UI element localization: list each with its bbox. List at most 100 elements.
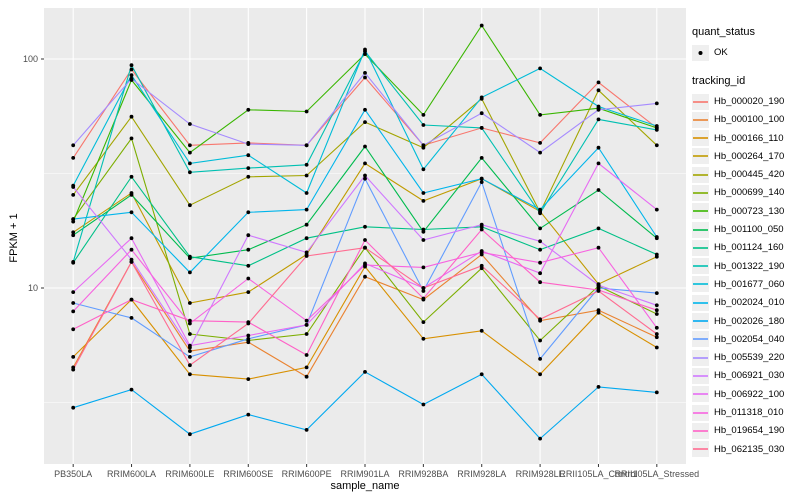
x-tick-label: RRIM901LA [340, 469, 389, 479]
data-point [538, 260, 542, 265]
data-point [479, 372, 484, 377]
legend-item-Hb_000699_140: Hb_000699_140 [692, 184, 800, 201]
data-point [304, 374, 309, 379]
legend-item-label: Hb_000699_140 [714, 187, 785, 199]
data-point [71, 233, 76, 238]
data-point [246, 142, 251, 147]
data-point [363, 176, 367, 181]
data-point [304, 236, 309, 241]
data-point [538, 207, 542, 212]
data-point [304, 323, 309, 327]
data-point [363, 370, 367, 374]
legend-item-label: Hb_006922_100 [714, 388, 785, 400]
legend-item-label: Hb_000100_100 [714, 114, 785, 126]
data-point [188, 270, 192, 275]
data-point [246, 377, 251, 381]
data-point [246, 210, 251, 215]
data-point [421, 286, 426, 290]
data-point [479, 180, 484, 185]
data-point [538, 436, 542, 441]
data-point [246, 321, 251, 326]
data-point [596, 385, 601, 389]
data-point [421, 167, 426, 172]
x-tick-label: RRII105LA_Stressed [615, 469, 700, 479]
data-point [538, 357, 542, 361]
data-point [71, 301, 76, 305]
data-point [538, 271, 542, 276]
legend-item-Hb_000445_420: Hb_000445_420 [692, 166, 800, 183]
data-point [654, 127, 659, 132]
data-point [188, 203, 192, 208]
data-point [304, 365, 309, 370]
data-point [304, 353, 309, 357]
data-point [246, 263, 251, 268]
data-point [129, 174, 134, 179]
legend-color-swatch [692, 331, 709, 348]
data-point [129, 210, 134, 215]
legend-quant-item-label: OK [714, 47, 728, 58]
data-point [479, 328, 484, 333]
data-point [304, 428, 309, 432]
legend-item-label: Hb_005539_220 [714, 352, 785, 364]
legend-item-Hb_001100_050: Hb_001100_050 [692, 221, 800, 238]
data-point [538, 211, 542, 216]
legend-color-swatch [692, 386, 709, 403]
legend-item-Hb_002026_180: Hb_002026_180 [692, 313, 800, 330]
data-point [188, 321, 192, 326]
data-point [479, 176, 484, 181]
data-point [246, 336, 251, 341]
legend-item-Hb_001124_160: Hb_001124_160 [692, 239, 800, 256]
data-point [71, 309, 76, 314]
data-point [363, 120, 367, 124]
data-point [479, 156, 484, 160]
data-point [421, 123, 426, 127]
data-point [188, 150, 192, 155]
data-point [538, 280, 542, 285]
legend-color-swatch [692, 313, 709, 330]
data-point [188, 363, 192, 368]
data-point [479, 111, 484, 116]
data-point [129, 236, 134, 241]
data-point [421, 191, 426, 195]
legend-color-swatch [692, 441, 709, 458]
legend-item-Hb_006921_030: Hb_006921_030 [692, 367, 800, 384]
data-point [304, 109, 309, 114]
legend-item-label: Hb_002024_010 [714, 297, 785, 309]
legend-item-label: Hb_001100_050 [714, 224, 784, 236]
data-point [188, 318, 192, 323]
data-point [246, 276, 251, 281]
data-point [363, 75, 367, 80]
data-point [71, 355, 76, 359]
data-point [71, 156, 76, 160]
data-point [596, 289, 601, 293]
legend-color-swatch [692, 130, 709, 147]
data-point [304, 222, 309, 227]
data-point [188, 355, 192, 359]
data-point [246, 166, 251, 171]
data-point [654, 335, 659, 340]
data-point [596, 245, 601, 250]
legend-item-Hb_000723_130: Hb_000723_130 [692, 203, 800, 220]
data-point [188, 143, 192, 148]
legend-item-label: Hb_001322_190 [714, 260, 785, 272]
x-tick-label: RRIM600LE [165, 469, 214, 479]
legend-item-label: Hb_002026_180 [714, 315, 785, 327]
data-point [71, 230, 76, 235]
legend-tracking-section: tracking_id Hb_000020_190 Hb_000100_100 Hb… [692, 75, 800, 458]
data-point [479, 250, 484, 255]
legend-color-swatch [692, 239, 709, 256]
legend-item-label: Hb_000020_190 [714, 96, 785, 107]
legend-item-Hb_019654_190: Hb_019654_190 [692, 422, 800, 439]
data-point [246, 412, 251, 417]
data-point [71, 185, 76, 189]
data-point [479, 222, 484, 227]
data-point [71, 367, 76, 372]
data-point [246, 107, 251, 112]
axis-ticks: 100 10 PB350LA RRIM600LA RRIM600LE RRIM600SE R… [23, 54, 699, 479]
x-tick-label: RRIM928BA [398, 469, 448, 479]
data-point [304, 250, 309, 255]
legend-item-label: Hb_000723_130 [714, 205, 785, 217]
x-tick-label: PB350LA [54, 469, 92, 479]
data-point [421, 289, 426, 293]
